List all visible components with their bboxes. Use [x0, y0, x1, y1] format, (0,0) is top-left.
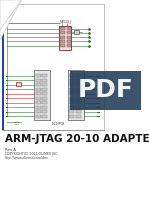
- Bar: [76, 114, 81, 117]
- Bar: [42, 96, 47, 100]
- Bar: [67, 36, 71, 39]
- Bar: [42, 83, 47, 86]
- Bar: [69, 78, 74, 82]
- Bar: [69, 96, 74, 100]
- Bar: [76, 101, 81, 104]
- Bar: [67, 40, 71, 43]
- Bar: [36, 101, 41, 104]
- Bar: [36, 74, 41, 77]
- Bar: [69, 110, 74, 113]
- Text: ARM-JTAG 20-10 ADAPTER: ARM-JTAG 20-10 ADAPTER: [5, 134, 149, 144]
- Text: JTAG10_J: JTAG10_J: [59, 20, 71, 24]
- Bar: [36, 110, 41, 113]
- Bar: [67, 31, 71, 34]
- Text: PDF: PDF: [78, 78, 134, 102]
- Text: COPYRIGHT(C) 2011 OLIMEX JSC: COPYRIGHT(C) 2011 OLIMEX JSC: [5, 152, 57, 156]
- Bar: [42, 92, 47, 95]
- Bar: [42, 114, 47, 117]
- Bar: [34, 70, 50, 120]
- Bar: [69, 88, 74, 90]
- Text: PDF: PDF: [78, 78, 134, 102]
- Bar: [60, 31, 65, 34]
- Bar: [60, 40, 65, 43]
- Text: Rev A: Rev A: [5, 148, 16, 152]
- Bar: [69, 92, 74, 95]
- Bar: [2, 4, 4, 130]
- Bar: [76, 74, 81, 77]
- Bar: [42, 101, 47, 104]
- Bar: [42, 74, 47, 77]
- Bar: [59, 26, 71, 50]
- Bar: [36, 92, 41, 95]
- Bar: [42, 106, 47, 109]
- Bar: [69, 83, 74, 86]
- Bar: [69, 114, 74, 117]
- Bar: [76, 96, 81, 100]
- Bar: [76, 88, 81, 90]
- Bar: [36, 114, 41, 117]
- Bar: [76, 78, 81, 82]
- Bar: [60, 27, 65, 30]
- Bar: [76, 83, 81, 86]
- Bar: [36, 78, 41, 82]
- Bar: [69, 74, 74, 77]
- Bar: [67, 27, 71, 30]
- Bar: [60, 44, 65, 47]
- Bar: [76, 106, 81, 109]
- Text: http://www.olimex.com/dev: http://www.olimex.com/dev: [5, 156, 49, 160]
- Bar: [60, 36, 65, 39]
- Bar: [2, 4, 104, 130]
- Text: GND: GND: [15, 124, 20, 125]
- Bar: [36, 88, 41, 90]
- Bar: [69, 106, 74, 109]
- Bar: [76, 110, 81, 113]
- Polygon shape: [0, 0, 21, 40]
- Bar: [36, 96, 41, 100]
- Bar: [76, 92, 81, 95]
- Bar: [36, 106, 41, 109]
- Bar: [69, 101, 74, 104]
- Bar: [42, 88, 47, 90]
- Bar: [67, 44, 71, 47]
- Text: IDC20PCB: IDC20PCB: [52, 122, 66, 126]
- Text: Rev A: Rev A: [6, 7, 13, 11]
- Bar: [42, 110, 47, 113]
- Bar: [68, 70, 84, 120]
- Bar: [36, 83, 41, 86]
- Bar: [42, 78, 47, 82]
- Bar: [74, 30, 79, 34]
- Bar: [16, 82, 21, 86]
